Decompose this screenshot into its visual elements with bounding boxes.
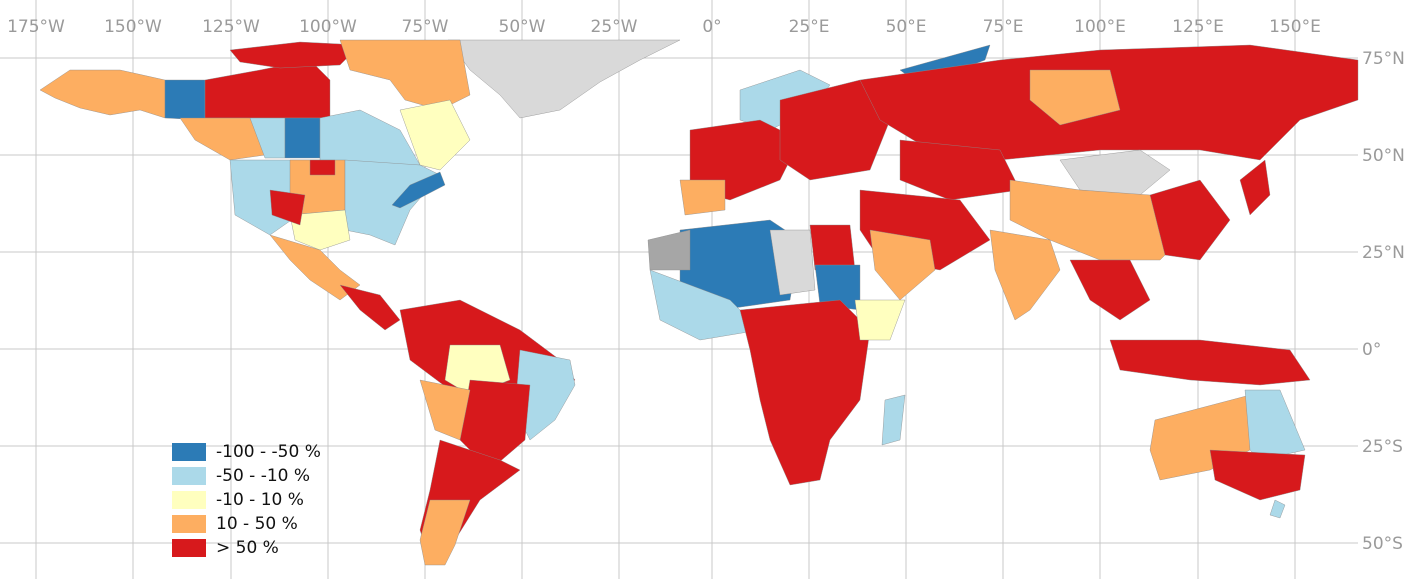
legend-swatch (172, 491, 206, 509)
lon-label: 100°W (299, 17, 357, 37)
lon-label: 75°E (983, 17, 1024, 37)
legend-item: -50 - -10 % (172, 464, 340, 488)
lon-label: 125°W (202, 17, 260, 37)
legend-item: -10 - 10 % (172, 488, 340, 512)
region-yukon (164, 79, 206, 121)
region-canada-islands (339, 39, 471, 111)
region-usa-red (269, 189, 306, 226)
lon-label: 25°W (591, 17, 638, 37)
region-usa-northeast (391, 171, 446, 209)
lon-label: 100°E (1074, 17, 1126, 37)
region-horn (854, 299, 906, 341)
region-usa-dakota (309, 159, 336, 176)
region-southeast-asia (1069, 259, 1151, 321)
legend-swatch (172, 515, 206, 533)
region-iberia (679, 179, 726, 216)
legend: -100 - -50 % -50 - -10 % -10 - 10 % 10 -… (172, 440, 340, 560)
legend-swatch (172, 467, 206, 485)
legend-label: -50 - -10 % (216, 466, 311, 486)
lon-label: 125°E (1172, 17, 1224, 37)
region-sa-peru (419, 379, 471, 441)
region-usa-east (344, 159, 441, 246)
region-greenland (447, 39, 681, 119)
region-india (989, 229, 1061, 321)
region-central-america (339, 284, 401, 331)
region-canada-north (204, 59, 331, 119)
lat-label: 0° (1362, 340, 1381, 360)
lon-label: 150°E (1269, 17, 1321, 37)
region-australia-south (1209, 449, 1306, 501)
region-kazakhstan (899, 139, 1021, 201)
lon-label: 50°E (886, 17, 927, 37)
lon-label: 0° (702, 17, 721, 37)
legend-swatch (172, 539, 206, 557)
legend-label: -100 - -50 % (216, 442, 321, 462)
region-bc (179, 117, 266, 161)
region-west-africa (649, 269, 761, 341)
land-regions (39, 39, 1359, 566)
region-indonesia (1109, 339, 1311, 386)
region-alaska (39, 69, 166, 119)
region-egypt (809, 224, 856, 271)
lon-label: 50°W (499, 17, 546, 37)
region-africa-nw (647, 229, 691, 271)
region-usa-texas (289, 209, 351, 251)
longitude-labels: 175°W 150°W 125°W 100°W 75°W 50°W 25°W 0… (7, 17, 1321, 37)
lat-label: 25°N (1362, 243, 1405, 263)
legend-label: > 50 % (216, 538, 279, 558)
region-australia-east (1244, 389, 1306, 461)
legend-item: 10 - 50 % (172, 512, 340, 536)
lon-label: 25°E (789, 17, 830, 37)
region-sa-patagonia (419, 499, 471, 566)
latitude-labels: 75°N 50°N 25°N 0° 25°S 50°S (1362, 49, 1405, 554)
region-canada-arctic (229, 41, 361, 69)
region-mongolia (1059, 149, 1171, 196)
lat-label: 50°S (1362, 534, 1403, 554)
region-arabia (869, 229, 936, 301)
region-quebec (399, 99, 471, 171)
region-africa-central (739, 299, 871, 486)
lat-label: 75°N (1362, 49, 1405, 69)
lon-label: 75°W (402, 17, 449, 37)
legend-label: -10 - 10 % (216, 490, 304, 510)
region-libya (769, 229, 816, 296)
lon-label: 150°W (104, 17, 162, 37)
region-madagascar (881, 394, 906, 446)
region-china-east (1149, 179, 1231, 261)
lat-label: 25°S (1362, 437, 1403, 457)
legend-item: -100 - -50 % (172, 440, 340, 464)
region-new-zealand (1269, 499, 1286, 519)
region-china (1009, 179, 1191, 261)
region-siberia-orange (1029, 69, 1121, 126)
lon-label: 175°W (7, 17, 65, 37)
region-japan (1239, 159, 1271, 216)
legend-item: > 50 % (172, 536, 340, 560)
region-saskatchewan (284, 117, 321, 159)
legend-label: 10 - 50 % (216, 514, 298, 534)
legend-swatch (172, 443, 206, 461)
lat-label: 50°N (1362, 146, 1405, 166)
